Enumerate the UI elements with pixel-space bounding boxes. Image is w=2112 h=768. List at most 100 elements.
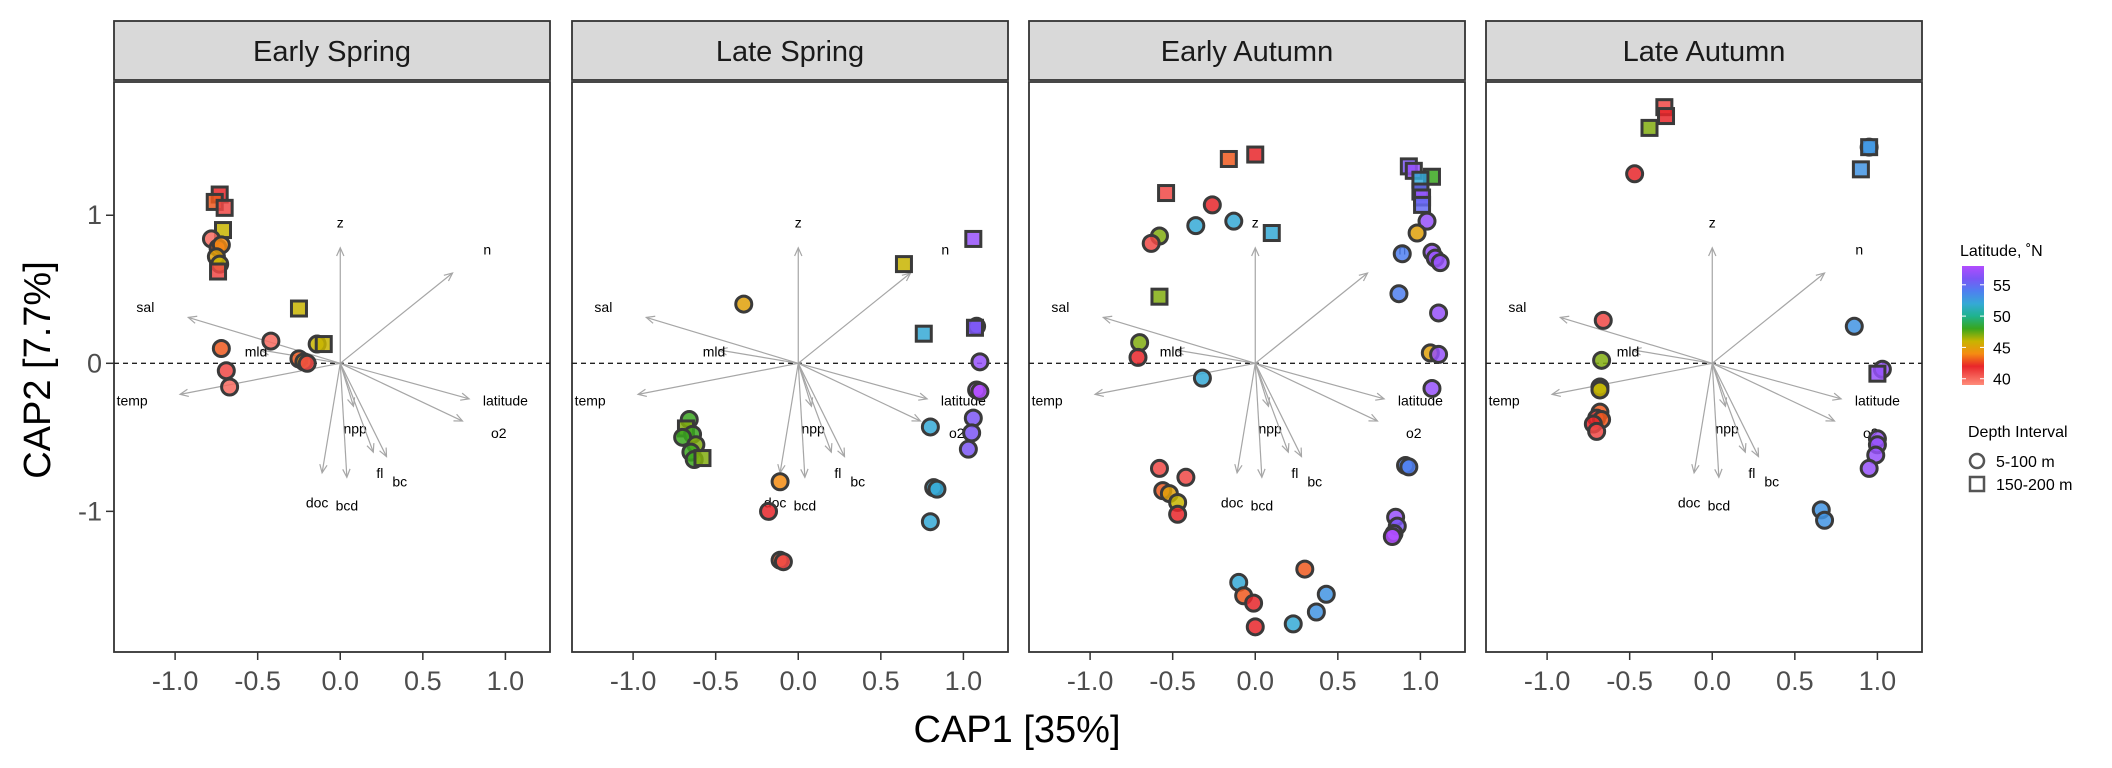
vector-arrow: [797, 272, 911, 364]
vector-arrowhead: [1294, 447, 1303, 458]
vector-arrowhead: [1708, 246, 1717, 257]
data-point-square: [1157, 184, 1176, 203]
data-point-circle: [1389, 284, 1409, 304]
vector-label: latitude: [1855, 392, 1900, 408]
vector-label: mld: [1617, 343, 1640, 359]
x-axis-title: CAP1 [35%]: [914, 709, 1121, 751]
plot-area: [1028, 81, 1466, 653]
x-tick-label: 0.5: [404, 666, 442, 696]
vector-label: sal: [1051, 299, 1069, 315]
vector-arrowhead: [837, 447, 846, 458]
vector-arrowhead: [1751, 447, 1760, 458]
vector-arrow: [797, 363, 806, 478]
vector-label: z: [337, 215, 344, 231]
plot-area: [113, 81, 551, 653]
data-point-square: [964, 229, 983, 248]
vector-arrow: [1712, 362, 1842, 400]
vector-arrowhead: [824, 443, 833, 454]
vector-arrow: [1254, 272, 1368, 364]
vector-label: bcd: [1708, 497, 1731, 513]
data-point-circle: [734, 294, 754, 314]
x-tick-label: -1.0: [152, 666, 199, 696]
data-point-circle: [1815, 510, 1835, 530]
vector-arrowhead: [319, 463, 328, 475]
data-point-circle: [1429, 303, 1449, 323]
vector-arrow: [718, 349, 799, 364]
x-tick-label: -0.5: [1149, 666, 1196, 696]
data-point-circle: [1128, 347, 1148, 367]
vector-label: temp: [1489, 392, 1520, 408]
data-point-circle: [962, 423, 982, 443]
facet-panel: Late Autumn -1.0 -0.5 0.0 0.5 1.0 z n sal mld temp…: [1485, 20, 1923, 696]
vector-label: mld: [1160, 343, 1183, 359]
color-tick-label: 55: [1993, 278, 2011, 295]
vector-label: fl: [1748, 465, 1755, 481]
vector-arrowhead: [1234, 463, 1243, 475]
vector-arrow: [1711, 363, 1720, 478]
vector-label: sal: [136, 299, 154, 315]
vector-arrowhead: [1631, 347, 1642, 356]
x-tick-label: 0.0: [321, 666, 359, 696]
vector-arrow: [1711, 363, 1746, 453]
vector-label: mld: [703, 343, 726, 359]
data-point-square: [1657, 107, 1676, 126]
x-tick-label: -0.5: [692, 666, 739, 696]
data-point-square: [1640, 118, 1659, 137]
vector-arrowhead: [336, 246, 345, 257]
vector-label: bcd: [794, 497, 817, 513]
vector-label: doc: [1221, 494, 1244, 510]
vector-arrow: [1175, 349, 1256, 364]
data-point-circle: [970, 381, 990, 401]
vector-arrowhead: [1558, 315, 1570, 324]
data-point-circle: [216, 361, 236, 381]
data-point-circle: [1295, 559, 1315, 579]
data-point-circle: [1625, 164, 1645, 184]
data-point-circle: [920, 417, 940, 437]
data-point-circle: [297, 353, 317, 373]
data-point-square: [894, 255, 913, 274]
facet-panel: Early Autumn-1.0-0.50.00.51.0znsalmldtem…: [1028, 20, 1466, 696]
data-point-circle: [1430, 253, 1450, 273]
vector-arrow: [340, 362, 463, 422]
axis-titles: CAP1 [35%] CAP2 [7.7%]: [17, 261, 1121, 751]
facet-panel: Late Spring -1.0 -0.5 0.0 0.5 1.0 z n sal mld temp…: [571, 20, 1009, 696]
data-point-circle: [1306, 602, 1326, 622]
data-point-circle: [1422, 378, 1442, 398]
vector-arrowhead: [1714, 468, 1723, 479]
vector-arrowhead: [186, 315, 198, 324]
data-point-circle: [1392, 244, 1412, 264]
x-tick-label: 0.5: [862, 666, 900, 696]
vector-arrow: [1632, 349, 1713, 364]
vector-label: latitude: [483, 392, 528, 408]
vector-label: n: [1855, 241, 1863, 257]
vector-arrowhead: [1251, 246, 1260, 257]
x-tick-label: -1.0: [1524, 666, 1571, 696]
x-tick-label: 0.5: [1319, 666, 1357, 696]
vector-arrowhead: [1281, 443, 1290, 454]
data-point-square: [1262, 224, 1281, 243]
data-point-circle: [920, 512, 940, 532]
color-legend-title: Latitude, ˚N: [1960, 243, 2043, 260]
color-tick-label: 45: [1993, 340, 2011, 357]
data-point-circle: [970, 352, 990, 372]
data-point-square: [289, 299, 308, 318]
vector-label: bc: [1307, 474, 1322, 490]
data-point-square: [209, 262, 228, 281]
shape-legend-label: 5-100 m: [1996, 454, 2055, 471]
data-point-square: [215, 198, 234, 217]
vector-label: doc: [306, 494, 329, 510]
data-point-circle: [1407, 223, 1427, 243]
vector-arrow: [1551, 362, 1713, 395]
vector-arrowhead: [1375, 392, 1386, 401]
data-point-circle: [1192, 368, 1212, 388]
vector-arrowhead: [178, 388, 189, 398]
vector-arrowhead: [800, 468, 809, 479]
legend-circle-symbol: [1968, 452, 1986, 470]
data-point-square: [1150, 287, 1169, 306]
vector-arrow: [1712, 362, 1835, 422]
data-point-circle: [1186, 216, 1206, 236]
color-tick-label: 40: [1993, 372, 2011, 389]
y-tick-label: 1: [87, 200, 102, 230]
vector-arrow: [798, 362, 928, 400]
vector-arrowhead: [366, 443, 375, 454]
